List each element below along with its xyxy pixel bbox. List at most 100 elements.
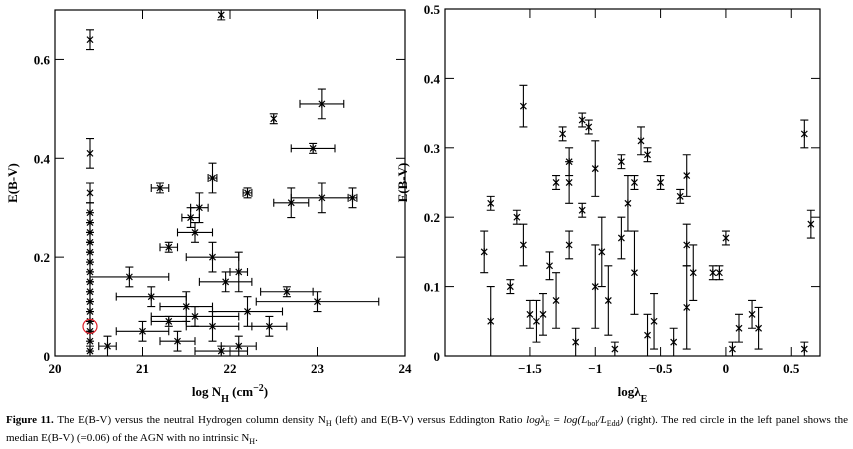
y-tick-label: 0.5 bbox=[424, 2, 441, 17]
point bbox=[487, 199, 495, 208]
caption-part: /L bbox=[597, 414, 607, 426]
point bbox=[165, 317, 173, 326]
point bbox=[546, 261, 553, 270]
plot-frame bbox=[444, 8, 821, 357]
y-tick-label: 0 bbox=[44, 349, 51, 364]
y-tick-label: 0.2 bbox=[34, 250, 50, 265]
point bbox=[209, 322, 216, 331]
point bbox=[217, 347, 225, 355]
point bbox=[709, 268, 717, 277]
point bbox=[578, 116, 586, 124]
label-part: E(B-V) bbox=[395, 163, 410, 203]
point bbox=[644, 331, 651, 339]
caption: Figure 11. The E(B-V) versus the neutral… bbox=[6, 413, 848, 449]
label-part: −2 bbox=[253, 383, 264, 394]
point bbox=[800, 345, 808, 353]
point bbox=[174, 337, 181, 345]
point bbox=[156, 184, 164, 192]
y-tick-label: 0.4 bbox=[424, 71, 441, 86]
point bbox=[755, 324, 763, 333]
caption-part: H bbox=[325, 419, 332, 429]
point bbox=[617, 234, 625, 242]
point bbox=[86, 149, 94, 158]
caption-part: Figure 11. bbox=[6, 414, 54, 426]
y-axis-label: E(B-V) bbox=[395, 163, 410, 203]
label-part: H bbox=[221, 394, 229, 405]
x-tick-label: 24 bbox=[399, 361, 413, 376]
point bbox=[624, 199, 632, 208]
caption-part: Edd bbox=[606, 419, 620, 429]
x-axis-label: logλE bbox=[618, 384, 648, 405]
caption-part: H bbox=[249, 437, 256, 447]
point bbox=[125, 273, 133, 281]
x-tick-label: 0 bbox=[723, 361, 730, 376]
point bbox=[670, 338, 678, 346]
point bbox=[165, 243, 173, 252]
point bbox=[309, 144, 317, 153]
point bbox=[552, 178, 560, 187]
point bbox=[139, 327, 146, 336]
point bbox=[604, 296, 612, 305]
point bbox=[86, 189, 94, 197]
point bbox=[480, 248, 488, 256]
y-tick-label: 0.4 bbox=[34, 151, 51, 166]
point bbox=[283, 287, 291, 296]
point bbox=[217, 11, 225, 19]
y-tick-label: 0.1 bbox=[424, 280, 440, 295]
point bbox=[209, 174, 216, 182]
point bbox=[187, 213, 195, 222]
point bbox=[265, 322, 273, 331]
x-tick-label: −1 bbox=[588, 361, 602, 376]
point bbox=[209, 253, 216, 261]
point bbox=[86, 337, 94, 345]
point bbox=[147, 292, 155, 301]
caption-part: logλ bbox=[526, 414, 545, 426]
point bbox=[559, 130, 567, 138]
point bbox=[318, 194, 326, 202]
point bbox=[578, 206, 586, 215]
caption-part: . bbox=[255, 432, 258, 445]
point bbox=[506, 282, 514, 291]
point bbox=[244, 189, 251, 197]
point bbox=[314, 297, 321, 306]
y-tick-label: 0.3 bbox=[424, 141, 441, 156]
x-tick-label: 23 bbox=[311, 361, 325, 376]
point bbox=[513, 213, 521, 221]
point bbox=[644, 150, 651, 159]
point bbox=[735, 324, 743, 333]
point bbox=[676, 192, 684, 201]
point bbox=[104, 342, 111, 350]
caption-part: ) bbox=[619, 414, 624, 426]
y-tick-label: 0.2 bbox=[424, 210, 440, 225]
point bbox=[800, 130, 808, 138]
point bbox=[637, 137, 645, 145]
x-tick-label: −0.5 bbox=[649, 361, 673, 376]
point bbox=[222, 278, 230, 286]
point bbox=[715, 268, 723, 277]
caption-part: log(L bbox=[563, 414, 588, 426]
median-marker bbox=[82, 318, 98, 334]
label-part: log N bbox=[192, 384, 222, 399]
point bbox=[182, 302, 190, 311]
point bbox=[235, 342, 243, 350]
label-part: E bbox=[641, 394, 648, 405]
figure: 20 21 22 23 24 0 0.2 0.4 0.6 log NH (cm−2) E(B-V) −… bbox=[5, 2, 821, 405]
x-tick-label: 21 bbox=[136, 361, 149, 376]
point bbox=[487, 317, 495, 326]
point bbox=[630, 268, 638, 277]
point bbox=[195, 203, 203, 212]
point bbox=[748, 310, 756, 319]
label-part: E(B-V) bbox=[5, 163, 20, 203]
x-tick-label: 0.5 bbox=[783, 361, 800, 376]
point bbox=[565, 241, 573, 249]
point bbox=[683, 241, 691, 249]
point bbox=[683, 303, 691, 312]
point bbox=[191, 228, 199, 237]
caption-part: = bbox=[549, 414, 564, 426]
point bbox=[617, 157, 625, 166]
point bbox=[318, 100, 326, 108]
caption-part: E bbox=[544, 419, 550, 429]
caption-part: bol bbox=[587, 419, 598, 429]
point bbox=[807, 220, 815, 228]
